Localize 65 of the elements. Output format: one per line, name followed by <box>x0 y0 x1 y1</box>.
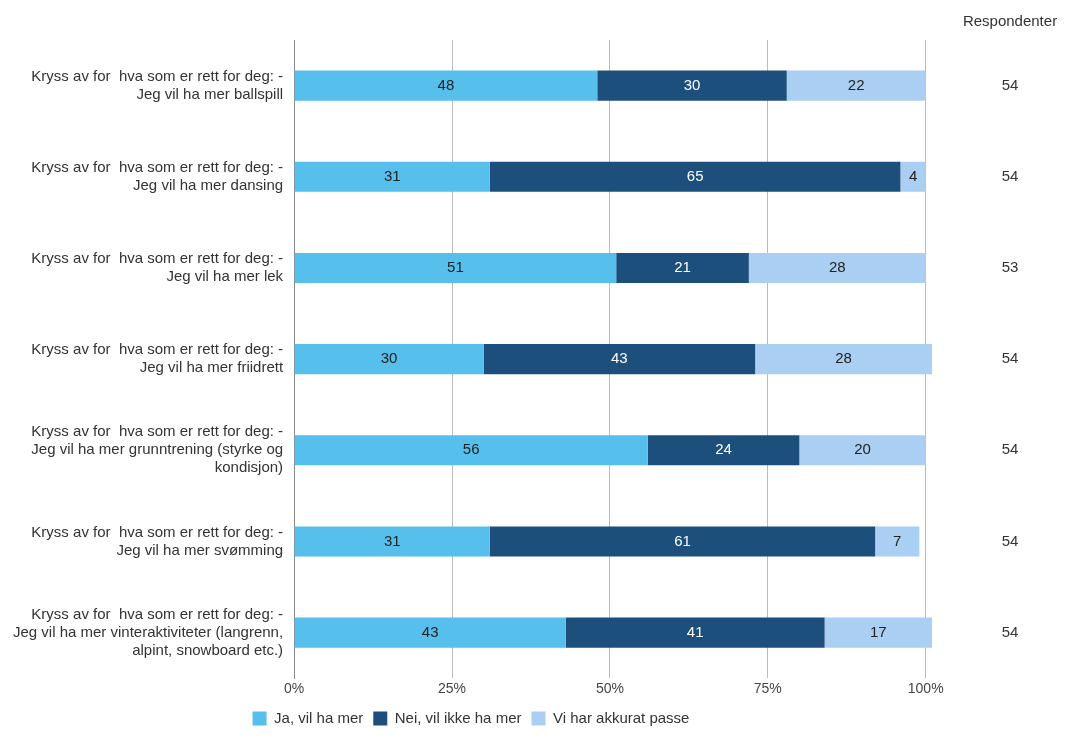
data-label: 56 <box>462 440 480 458</box>
y-tick-label: Kryss av for hva som er rett for deg: - Jeg vil ha mer svømming <box>31 522 284 558</box>
text: 54 <box>1001 75 1019 93</box>
bar <box>294 252 617 283</box>
data-label: 30 <box>380 349 398 367</box>
bar <box>294 526 490 557</box>
bar <box>616 252 749 283</box>
data-label: 65 <box>686 166 704 184</box>
bar <box>294 161 490 192</box>
bar <box>786 70 926 101</box>
text: 53 <box>1001 258 1019 276</box>
data-label: 43 <box>611 349 628 367</box>
y-tick-label: Kryss av for hva som er rett for deg: - Jeg vil ha mer grunntrening (styrke og kondisjon) <box>31 422 284 476</box>
y-tick-label: Kryss av for hva som er rett for deg: - Jeg vil ha mer lek <box>31 249 284 285</box>
data-label: 31 <box>383 531 401 549</box>
data-label: 24 <box>715 440 732 458</box>
legend-label: Ja, vil ha mer <box>274 708 364 726</box>
bar <box>755 344 932 375</box>
data-label: 43 <box>421 622 439 640</box>
text: Respondenter <box>962 12 1058 30</box>
bar <box>294 617 566 648</box>
data-label: 41 <box>686 622 704 640</box>
text: 54 <box>1001 531 1019 549</box>
bar <box>748 252 926 283</box>
data-label: 22 <box>847 75 865 93</box>
bar <box>294 435 648 466</box>
bar <box>597 70 787 101</box>
text: 54 <box>1001 349 1019 367</box>
legend-label: Nei, vil ikke ha mer <box>394 708 522 726</box>
text: 54 <box>1001 622 1019 640</box>
data-label: 17 <box>869 622 887 640</box>
y-tick-label: Kryss av for hva som er rett for deg: - Jeg vil ha mer vinteraktiviteter (langrenn, alpint, snowboard etc.) <box>12 604 284 658</box>
data-label: 7 <box>893 531 902 549</box>
x-tick-label: 25% <box>437 680 467 697</box>
data-label: 31 <box>383 166 401 184</box>
data-label: 20 <box>854 440 871 458</box>
bar <box>565 617 825 648</box>
text: 54 <box>1001 440 1019 458</box>
data-label: 30 <box>683 75 701 93</box>
data-label: 61 <box>674 531 691 549</box>
bar <box>489 526 876 557</box>
bar <box>875 526 920 557</box>
x-tick-label: 75% <box>753 680 782 697</box>
text: 54 <box>1001 166 1019 184</box>
x-tick-label: 50% <box>595 680 624 697</box>
bar <box>294 344 484 375</box>
x-tick-label: 0% <box>284 680 305 697</box>
bar <box>483 344 756 375</box>
data-label: 48 <box>437 75 455 93</box>
y-tick-label: Kryss av for hva som er rett for deg: - Jeg vil ha mer dansing <box>31 157 284 193</box>
data-label: 4 <box>908 166 918 184</box>
bar <box>294 70 598 101</box>
bar <box>900 161 926 192</box>
bar <box>647 435 800 466</box>
x-tick-label: 100% <box>907 680 944 697</box>
bar <box>824 617 932 648</box>
legend-label: Vi har akkurat passe <box>552 708 690 726</box>
data-label: 28 <box>835 349 852 367</box>
data-label: 51 <box>447 258 464 276</box>
data-label: 28 <box>828 258 846 276</box>
y-tick-label: Kryss av for hva som er rett for deg: - Jeg vil ha mer ballspill <box>31 66 284 102</box>
y-tick-label: Kryss av for hva som er rett for deg: - Jeg vil ha mer friidrett <box>31 340 284 376</box>
bar <box>489 161 901 192</box>
data-label: 21 <box>674 258 691 276</box>
bar <box>799 435 926 466</box>
